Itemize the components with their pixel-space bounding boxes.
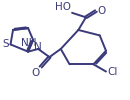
Text: S: S xyxy=(3,39,9,49)
Text: N: N xyxy=(34,42,42,52)
Text: HO: HO xyxy=(55,2,71,12)
Text: O: O xyxy=(97,6,105,16)
Text: Cl: Cl xyxy=(107,66,118,76)
Text: O: O xyxy=(31,68,39,78)
Text: NH: NH xyxy=(21,38,37,48)
